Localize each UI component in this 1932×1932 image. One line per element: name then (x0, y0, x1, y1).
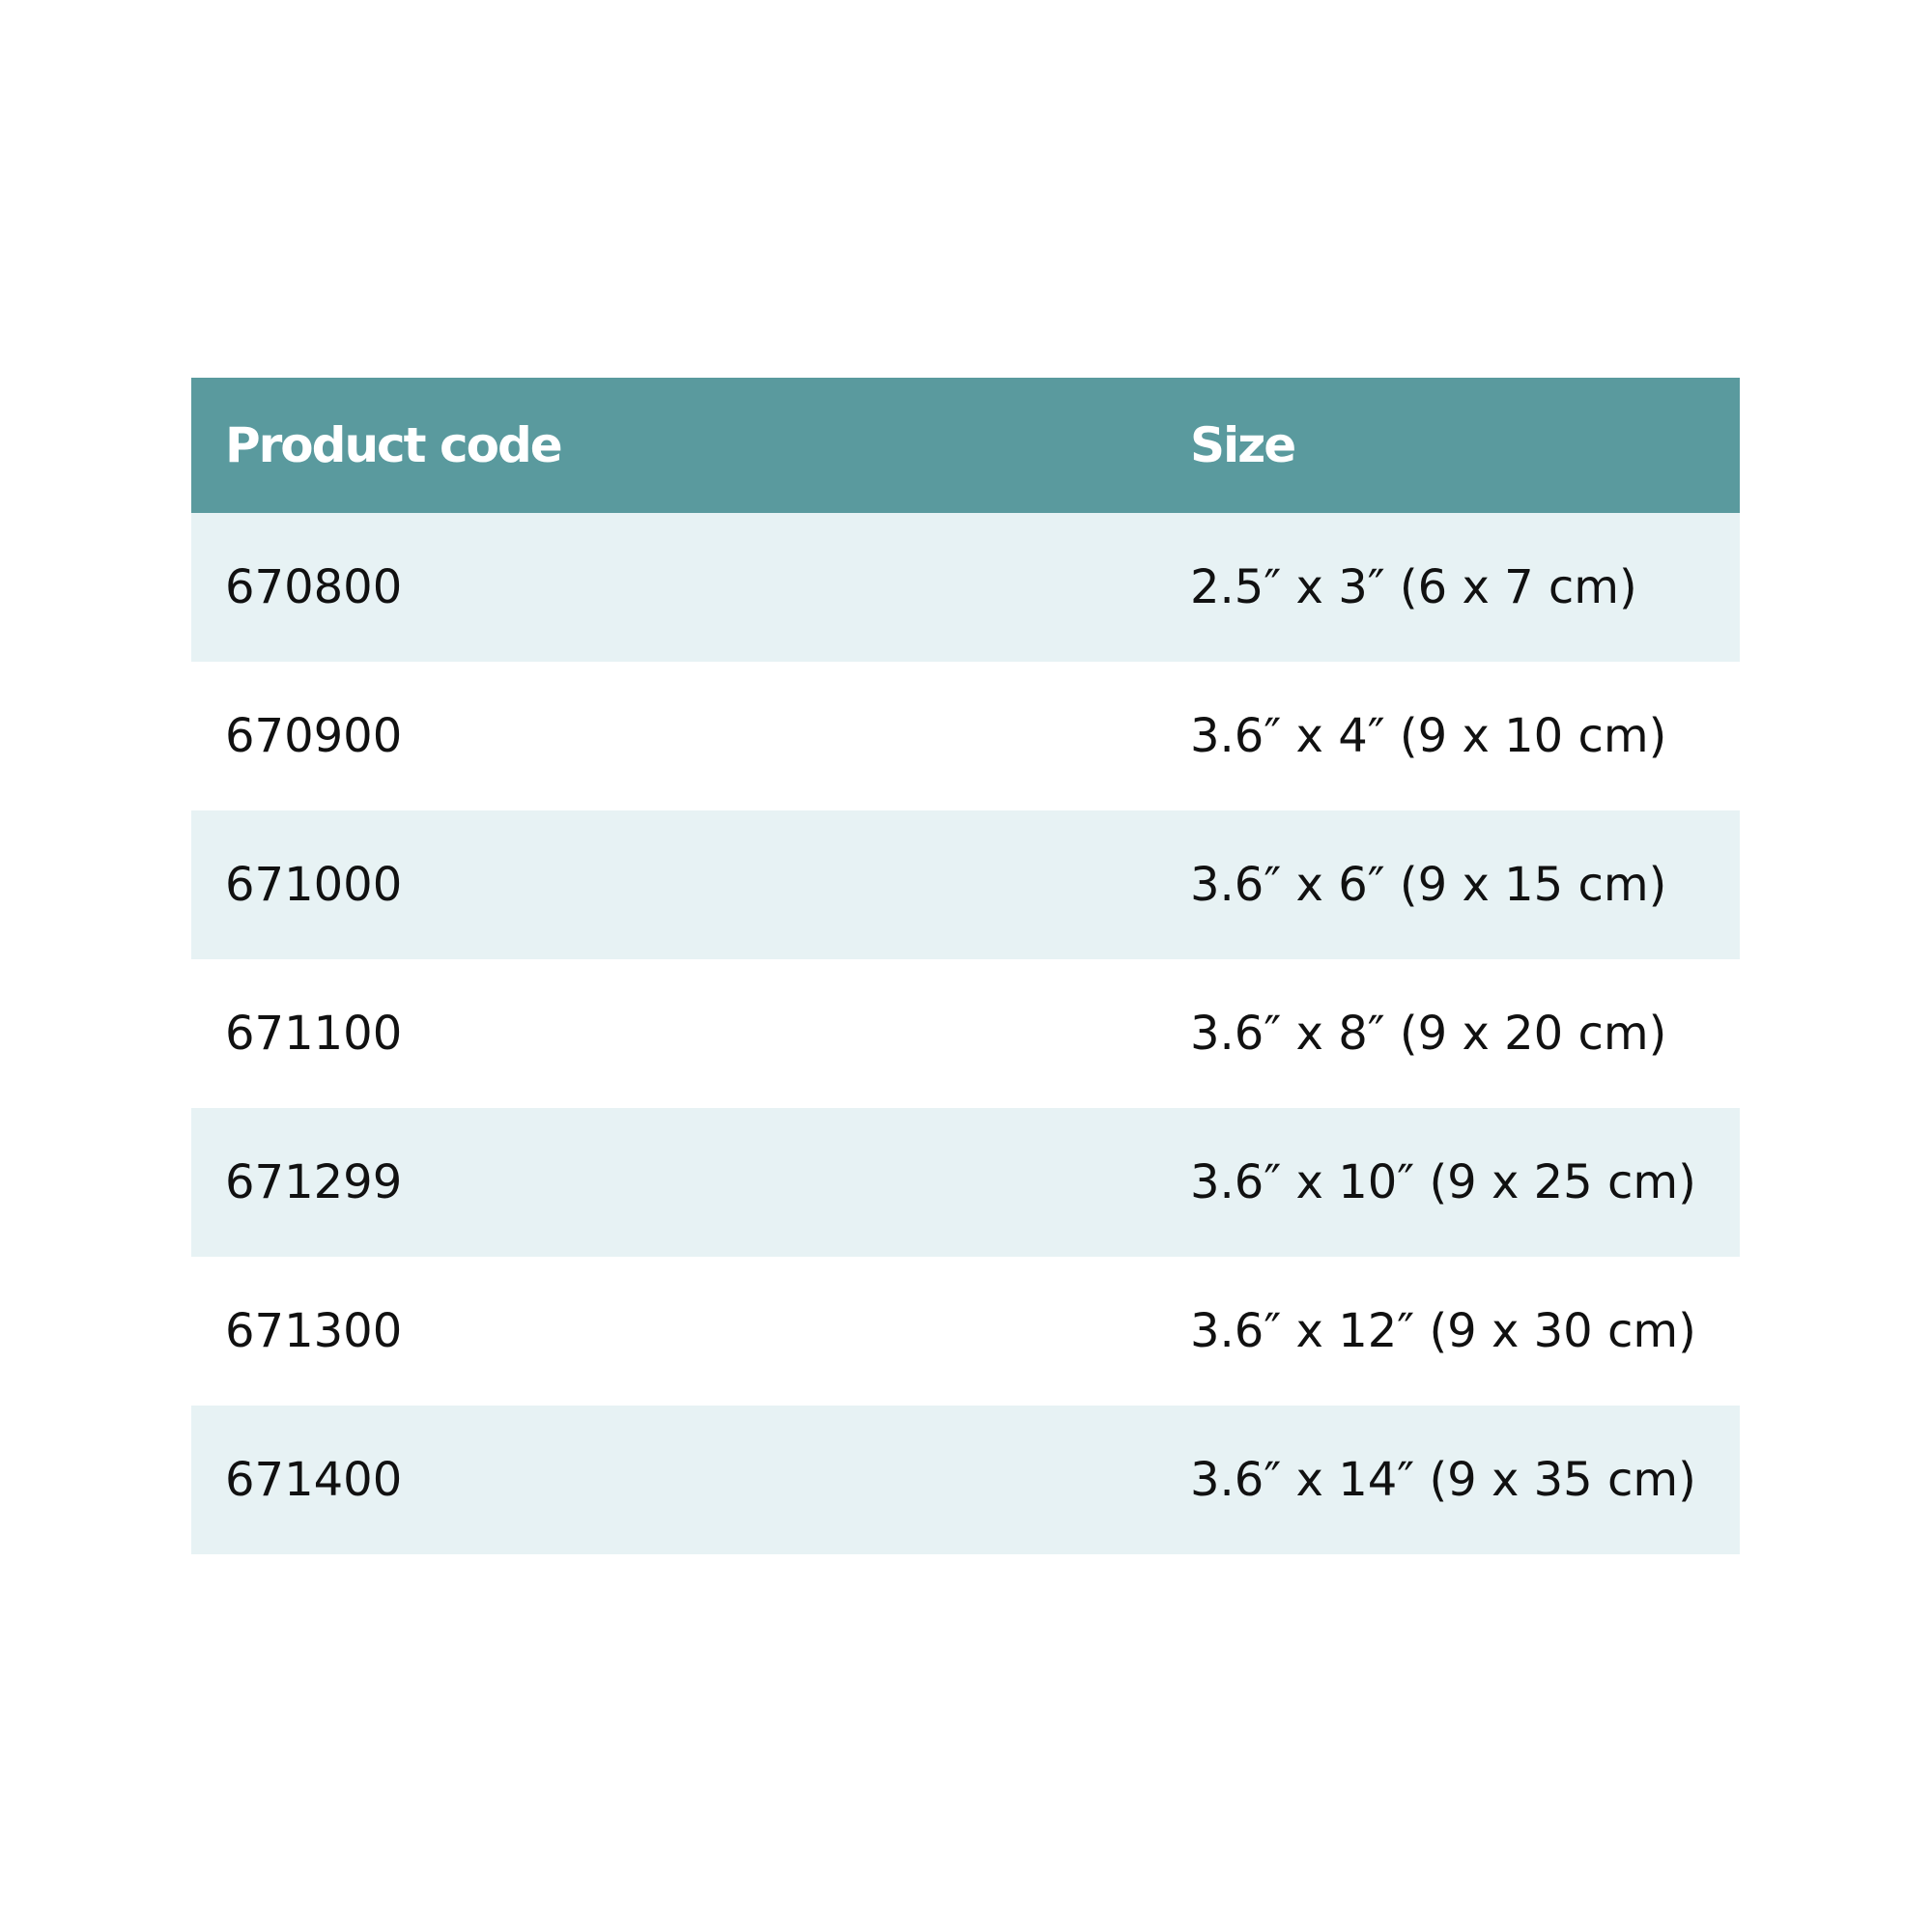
table-header: Product code Size (191, 378, 1740, 513)
size-cell: 3.6″ x 6″ (9 x 15 cm) (1190, 858, 1667, 912)
product-code-cell: 671400 (225, 1453, 403, 1507)
size-cell: 3.6″ x 8″ (9 x 20 cm) (1190, 1007, 1667, 1061)
table-row: 671400 3.6″ x 14″ (9 x 35 cm) (191, 1406, 1740, 1554)
size-cell: 2.5″ x 3″ (6 x 7 cm) (1190, 560, 1637, 614)
product-code-cell: 671000 (225, 858, 403, 912)
table-row: 671299 3.6″ x 10″ (9 x 25 cm) (191, 1108, 1740, 1257)
size-cell: 3.6″ x 14″ (9 x 35 cm) (1190, 1453, 1696, 1507)
product-code-cell: 671300 (225, 1304, 403, 1358)
table-row: 671000 3.6″ x 6″ (9 x 15 cm) (191, 810, 1740, 959)
table-row: 670900 3.6″ x 4″ (9 x 10 cm) (191, 662, 1740, 810)
product-code-cell: 670900 (225, 709, 403, 763)
header-product-code: Product code (225, 417, 563, 473)
size-cell: 3.6″ x 10″ (9 x 25 cm) (1190, 1155, 1696, 1209)
size-cell: 3.6″ x 4″ (9 x 10 cm) (1190, 709, 1667, 763)
product-code-cell: 671299 (225, 1155, 403, 1209)
size-cell: 3.6″ x 12″ (9 x 30 cm) (1190, 1304, 1696, 1358)
product-size-table: Product code Size 670800 2.5″ x 3″ (6 x 7… (191, 378, 1740, 1554)
header-size: Size (1190, 417, 1296, 473)
product-code-cell: 671100 (225, 1007, 403, 1061)
table-row: 671300 3.6″ x 12″ (9 x 30 cm) (191, 1257, 1740, 1406)
table-row: 670800 2.5″ x 3″ (6 x 7 cm) (191, 513, 1740, 662)
product-code-cell: 670800 (225, 560, 403, 614)
table-row: 671100 3.6″ x 8″ (9 x 20 cm) (191, 959, 1740, 1108)
